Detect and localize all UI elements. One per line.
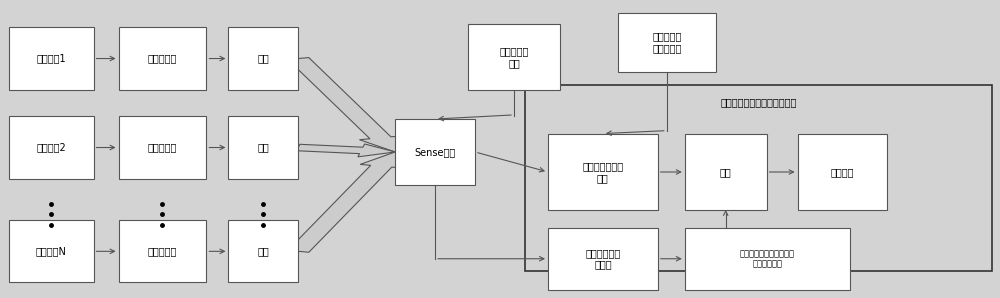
Bar bbox=[119, 220, 206, 283]
Text: 重构图像: 重构图像 bbox=[831, 167, 854, 177]
Text: 降质图像的噪
声分布: 降质图像的噪 声分布 bbox=[585, 248, 620, 270]
Bar bbox=[9, 220, 94, 283]
Bar bbox=[9, 117, 94, 179]
Text: 当前迭代次数下对应的局
部正则化参数: 当前迭代次数下对应的局 部正则化参数 bbox=[740, 249, 795, 268]
Bar bbox=[685, 228, 850, 290]
Bar bbox=[798, 134, 887, 210]
Text: 傅里叶变换: 傅里叶变换 bbox=[148, 54, 177, 63]
Bar bbox=[548, 228, 658, 290]
Text: 相控线圈N: 相控线圈N bbox=[36, 246, 67, 256]
Text: 傅里叶变换: 傅里叶变换 bbox=[148, 142, 177, 153]
Polygon shape bbox=[288, 58, 401, 152]
Bar bbox=[618, 13, 716, 72]
Bar bbox=[685, 134, 767, 210]
Bar bbox=[228, 220, 298, 283]
Text: 相控线圈1: 相控线圈1 bbox=[36, 54, 66, 63]
Text: 线圈敏感度
信息: 线圈敏感度 信息 bbox=[499, 46, 529, 68]
Bar bbox=[228, 117, 298, 179]
Text: 压缩感知成
像稀疏约束: 压缩感知成 像稀疏约束 bbox=[652, 31, 681, 53]
Text: 图像: 图像 bbox=[257, 54, 269, 63]
Bar bbox=[395, 119, 475, 184]
Bar bbox=[548, 134, 658, 210]
Text: 傅里叶变换: 傅里叶变换 bbox=[148, 246, 177, 256]
Text: 迭代: 迭代 bbox=[720, 167, 732, 177]
Bar bbox=[468, 24, 560, 90]
Text: 相控线圈2: 相控线圈2 bbox=[36, 142, 66, 153]
Text: Sense重建: Sense重建 bbox=[414, 147, 456, 157]
Polygon shape bbox=[288, 152, 402, 252]
Text: 图像: 图像 bbox=[257, 246, 269, 256]
Text: 重建的自旋密度
图像: 重建的自旋密度 图像 bbox=[582, 161, 623, 183]
Bar bbox=[119, 117, 206, 179]
Bar bbox=[525, 85, 992, 271]
Text: 基于压缩感知成像的图像重构: 基于压缩感知成像的图像重构 bbox=[720, 97, 797, 108]
Bar bbox=[228, 27, 298, 90]
Text: 图像: 图像 bbox=[257, 142, 269, 153]
Bar bbox=[119, 27, 206, 90]
Polygon shape bbox=[297, 144, 395, 157]
Bar bbox=[9, 27, 94, 90]
